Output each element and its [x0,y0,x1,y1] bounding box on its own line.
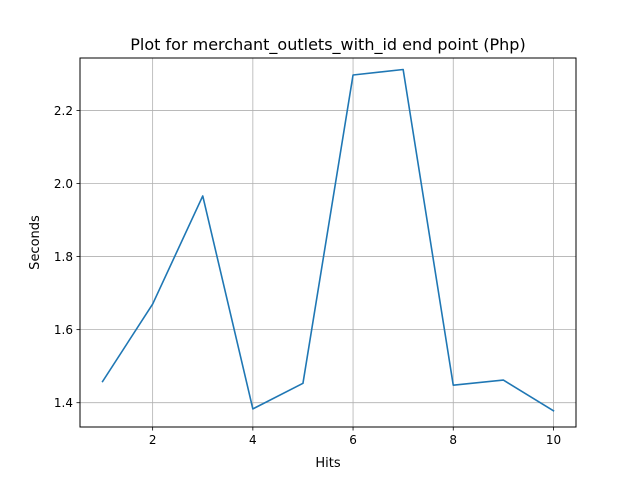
y-tick-label: 2.2 [54,104,73,118]
y-tick-label: 1.8 [54,250,73,264]
y-tick-label: 2.0 [54,177,73,191]
x-tick-label: 4 [249,433,257,447]
chart-title: Plot for merchant_outlets_with_id end po… [130,35,525,55]
x-tick-label: 2 [149,433,157,447]
y-axis-label: Seconds [28,215,43,270]
x-tick-label: 8 [449,433,457,447]
y-tick-label: 1.4 [54,396,73,410]
y-tick-label: 1.6 [54,323,73,337]
x-axis-label: Hits [315,456,340,471]
x-tick-label: 10 [546,433,561,447]
x-tick-label: 6 [349,433,357,447]
